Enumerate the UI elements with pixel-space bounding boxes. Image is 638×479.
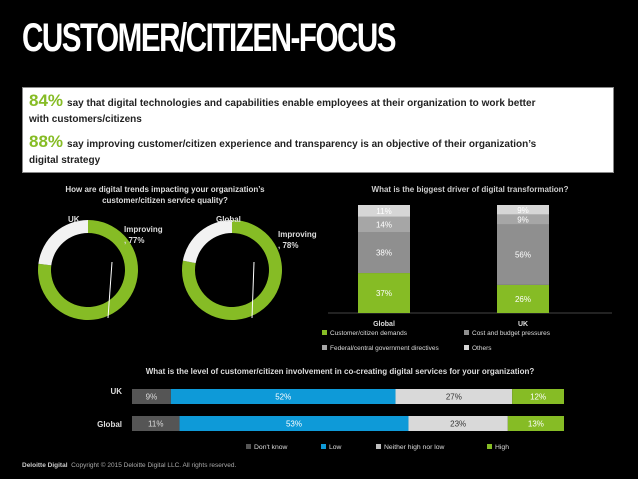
stat-1: 84% say that digital technologies and cap… xyxy=(29,91,536,128)
hbar-legend-swatch xyxy=(246,444,251,449)
hbar-legend-label: Low xyxy=(329,444,342,451)
hbar-category-label: Global xyxy=(97,420,122,429)
column-legend-label: Cost and budget pressures xyxy=(472,330,551,337)
hbar-segment xyxy=(170,389,396,404)
footer: Deloitte Digital Copyright © 2015 Deloit… xyxy=(22,462,236,469)
hbar-segment xyxy=(395,389,513,404)
hbar-data-label: 53% xyxy=(286,420,302,429)
column-legend-swatch xyxy=(322,330,327,335)
stat-2: 88% say improving customer/citizen experi… xyxy=(29,132,537,169)
stat-2-text: say improving customer/citizen experienc… xyxy=(67,139,537,150)
page-title: CUSTOMER/CITIZEN-FOCUS xyxy=(22,16,397,60)
donut-slice-other xyxy=(38,220,88,266)
footer-brand: Deloitte Digital xyxy=(22,462,68,469)
donut-label: Global xyxy=(216,215,241,224)
column-bar-segment xyxy=(497,284,549,313)
hbar-legend-label: Neither high nor low xyxy=(384,444,445,451)
hbar-data-label: 52% xyxy=(275,393,291,402)
donut-annotation-value: , 78% xyxy=(278,241,298,250)
hbar-data-label: 13% xyxy=(528,420,544,429)
donut-annotation-value: , 77% xyxy=(124,236,144,245)
footer-copyright: Copyright © 2015 Deloitte Digital LLC. A… xyxy=(71,462,237,469)
stat-2-pct: 88% xyxy=(29,132,64,151)
hbar-segment xyxy=(179,416,409,431)
column-legend-label: Federal/central government directives xyxy=(330,345,439,352)
column-bar-segment xyxy=(497,224,549,285)
column-data-label: 38% xyxy=(376,249,392,258)
column-bar-segment xyxy=(358,216,410,232)
column-data-label: 14% xyxy=(376,220,392,229)
stat-2-text-2: digital strategy xyxy=(29,155,101,166)
donut-slice-other xyxy=(182,220,232,264)
hbar-segment xyxy=(132,389,171,404)
column-category-label: Global xyxy=(373,321,395,328)
donut-leader-line xyxy=(251,261,255,319)
donut-question: How are digital trends impacting your or… xyxy=(65,185,265,205)
driver-question: What is the biggest driver of digital tr… xyxy=(371,185,569,194)
involvement-question: What is the level of customer/citizen in… xyxy=(145,367,535,376)
column-legend-swatch xyxy=(322,345,327,350)
hbar-segment xyxy=(512,389,564,404)
column-bar-segment xyxy=(358,205,410,217)
column-bar-segment xyxy=(497,205,549,215)
column-legend-swatch xyxy=(464,345,469,350)
column-data-label: 37% xyxy=(376,289,392,298)
hbar-legend-swatch xyxy=(487,444,492,449)
hbar-legend-label: High xyxy=(495,444,509,451)
hbar-data-label: 12% xyxy=(530,393,546,402)
hbar-segment xyxy=(408,416,508,431)
stat-1-text-2: with customers/citizens xyxy=(29,114,142,125)
stat-1-pct: 84% xyxy=(29,91,64,110)
donut-annotation: Improving xyxy=(278,230,317,239)
hbar-data-label: 27% xyxy=(446,393,462,402)
donut-annotation: Improving xyxy=(124,225,163,234)
hbar-legend-swatch xyxy=(376,444,381,449)
hbar-legend-swatch xyxy=(321,444,326,449)
column-bar-segment xyxy=(358,232,410,274)
hbar-data-label: 9% xyxy=(146,393,158,402)
hbar-data-label: 23% xyxy=(450,420,466,429)
hbar-segment xyxy=(132,416,180,431)
column-bar-segment xyxy=(358,273,410,313)
stats-box: 84% say that digital technologies and cap… xyxy=(22,87,614,173)
column-data-label: 11% xyxy=(376,207,391,216)
hbar-legend-label: Don't know xyxy=(254,444,288,451)
column-data-label: 9% xyxy=(517,206,529,215)
donut-leader-line xyxy=(107,261,113,319)
hbar-data-label: 11% xyxy=(148,420,163,429)
donut-label: UK xyxy=(68,215,80,224)
column-data-label: 9% xyxy=(517,216,529,225)
column-legend-swatch xyxy=(464,330,469,335)
hbar-category-label: UK xyxy=(110,387,122,396)
column-legend-label: Others xyxy=(472,345,492,352)
column-category-label: UK xyxy=(518,321,528,328)
hbar-segment xyxy=(507,416,564,431)
stat-1-text: say that digital technologies and capabi… xyxy=(67,98,536,109)
column-data-label: 56% xyxy=(515,251,531,260)
column-bar-segment xyxy=(497,214,549,225)
column-legend-label: Customer/citizen demands xyxy=(330,330,408,337)
column-data-label: 26% xyxy=(515,295,531,304)
